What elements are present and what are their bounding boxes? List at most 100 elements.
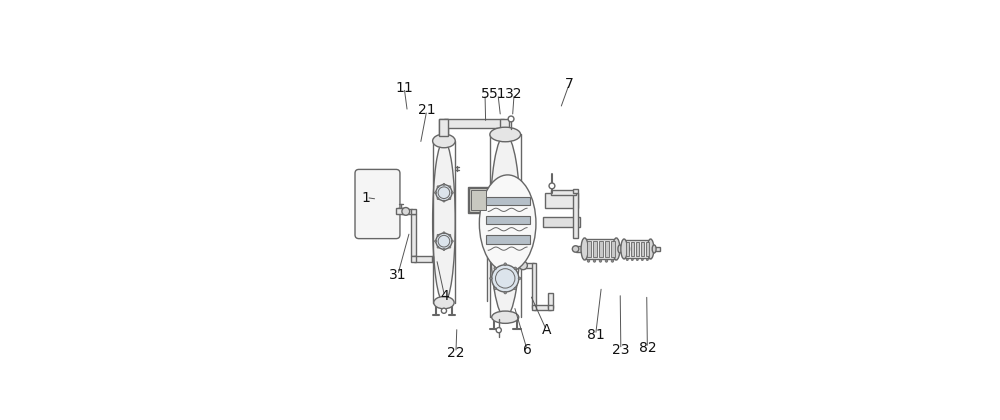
Ellipse shape bbox=[433, 141, 455, 303]
Ellipse shape bbox=[626, 245, 630, 253]
Bar bbox=[624, 240, 651, 258]
Text: 23: 23 bbox=[612, 343, 630, 357]
Ellipse shape bbox=[621, 239, 627, 259]
Bar bbox=[500, 128, 509, 137]
Circle shape bbox=[508, 116, 514, 122]
Circle shape bbox=[443, 232, 445, 234]
Circle shape bbox=[514, 267, 517, 270]
Bar bbox=[414, 256, 433, 262]
Bar bbox=[521, 263, 534, 268]
Ellipse shape bbox=[492, 311, 519, 323]
Circle shape bbox=[519, 261, 527, 270]
Circle shape bbox=[435, 240, 437, 242]
Circle shape bbox=[437, 234, 439, 236]
Bar bbox=[406, 209, 412, 214]
Ellipse shape bbox=[613, 238, 620, 260]
Circle shape bbox=[436, 185, 452, 201]
Circle shape bbox=[443, 183, 445, 185]
Bar bbox=[534, 305, 551, 310]
Bar bbox=[548, 305, 553, 310]
Bar bbox=[545, 193, 578, 208]
Circle shape bbox=[611, 260, 614, 262]
Circle shape bbox=[451, 240, 453, 242]
Circle shape bbox=[449, 186, 451, 188]
Circle shape bbox=[636, 259, 638, 260]
Circle shape bbox=[443, 200, 445, 202]
Circle shape bbox=[437, 198, 439, 200]
Bar bbox=[486, 235, 530, 244]
Ellipse shape bbox=[647, 239, 654, 259]
Circle shape bbox=[587, 260, 590, 262]
Bar bbox=[593, 241, 597, 257]
Bar bbox=[599, 241, 603, 257]
Circle shape bbox=[504, 291, 507, 294]
Circle shape bbox=[646, 259, 648, 260]
Text: 31: 31 bbox=[389, 268, 407, 282]
Text: 82: 82 bbox=[639, 341, 656, 355]
Circle shape bbox=[549, 183, 555, 189]
Ellipse shape bbox=[490, 127, 521, 142]
Bar bbox=[605, 241, 609, 257]
Text: 4: 4 bbox=[440, 289, 449, 303]
Bar bbox=[543, 217, 580, 227]
Text: 51: 51 bbox=[489, 87, 507, 101]
Circle shape bbox=[437, 186, 439, 188]
Circle shape bbox=[449, 198, 451, 200]
Circle shape bbox=[605, 260, 608, 262]
Circle shape bbox=[626, 259, 628, 260]
Bar bbox=[576, 247, 581, 252]
Bar bbox=[532, 263, 536, 307]
Bar bbox=[573, 193, 578, 238]
Bar bbox=[548, 293, 553, 307]
Text: 1: 1 bbox=[362, 191, 371, 205]
Circle shape bbox=[518, 277, 521, 280]
Bar bbox=[587, 241, 591, 257]
Circle shape bbox=[496, 328, 501, 333]
Circle shape bbox=[449, 234, 451, 236]
Circle shape bbox=[494, 287, 496, 290]
FancyBboxPatch shape bbox=[355, 169, 400, 239]
Bar bbox=[486, 197, 530, 205]
Circle shape bbox=[489, 198, 493, 202]
Bar bbox=[626, 241, 629, 256]
Ellipse shape bbox=[434, 297, 454, 309]
Bar bbox=[585, 239, 616, 259]
Circle shape bbox=[599, 260, 602, 262]
Circle shape bbox=[494, 267, 496, 270]
Text: 21: 21 bbox=[418, 103, 436, 117]
Circle shape bbox=[443, 249, 445, 251]
Bar bbox=[411, 256, 416, 262]
Bar bbox=[468, 186, 489, 213]
Text: 32: 32 bbox=[505, 87, 523, 101]
Circle shape bbox=[435, 192, 437, 194]
Bar bbox=[471, 190, 486, 210]
Bar bbox=[573, 189, 578, 193]
Circle shape bbox=[437, 246, 439, 248]
Text: A: A bbox=[542, 323, 551, 337]
Bar bbox=[439, 119, 448, 136]
Bar bbox=[469, 188, 488, 212]
Text: 22: 22 bbox=[447, 346, 465, 360]
Ellipse shape bbox=[433, 134, 455, 148]
Circle shape bbox=[449, 246, 451, 248]
Bar bbox=[411, 209, 416, 214]
Bar bbox=[551, 190, 576, 194]
Text: 7: 7 bbox=[565, 77, 573, 92]
Text: 11: 11 bbox=[395, 81, 413, 94]
Bar bbox=[439, 119, 448, 136]
Circle shape bbox=[514, 287, 517, 290]
Text: 5: 5 bbox=[481, 87, 489, 101]
Text: 6: 6 bbox=[523, 343, 531, 357]
Bar bbox=[636, 241, 639, 256]
Circle shape bbox=[441, 308, 447, 313]
Bar bbox=[500, 119, 509, 136]
Circle shape bbox=[490, 277, 492, 280]
Bar bbox=[631, 241, 634, 256]
Ellipse shape bbox=[618, 245, 622, 253]
Bar bbox=[620, 247, 628, 251]
Ellipse shape bbox=[652, 245, 656, 253]
Bar bbox=[654, 247, 660, 251]
Bar bbox=[411, 214, 416, 256]
Bar bbox=[641, 241, 644, 256]
Circle shape bbox=[492, 265, 519, 292]
